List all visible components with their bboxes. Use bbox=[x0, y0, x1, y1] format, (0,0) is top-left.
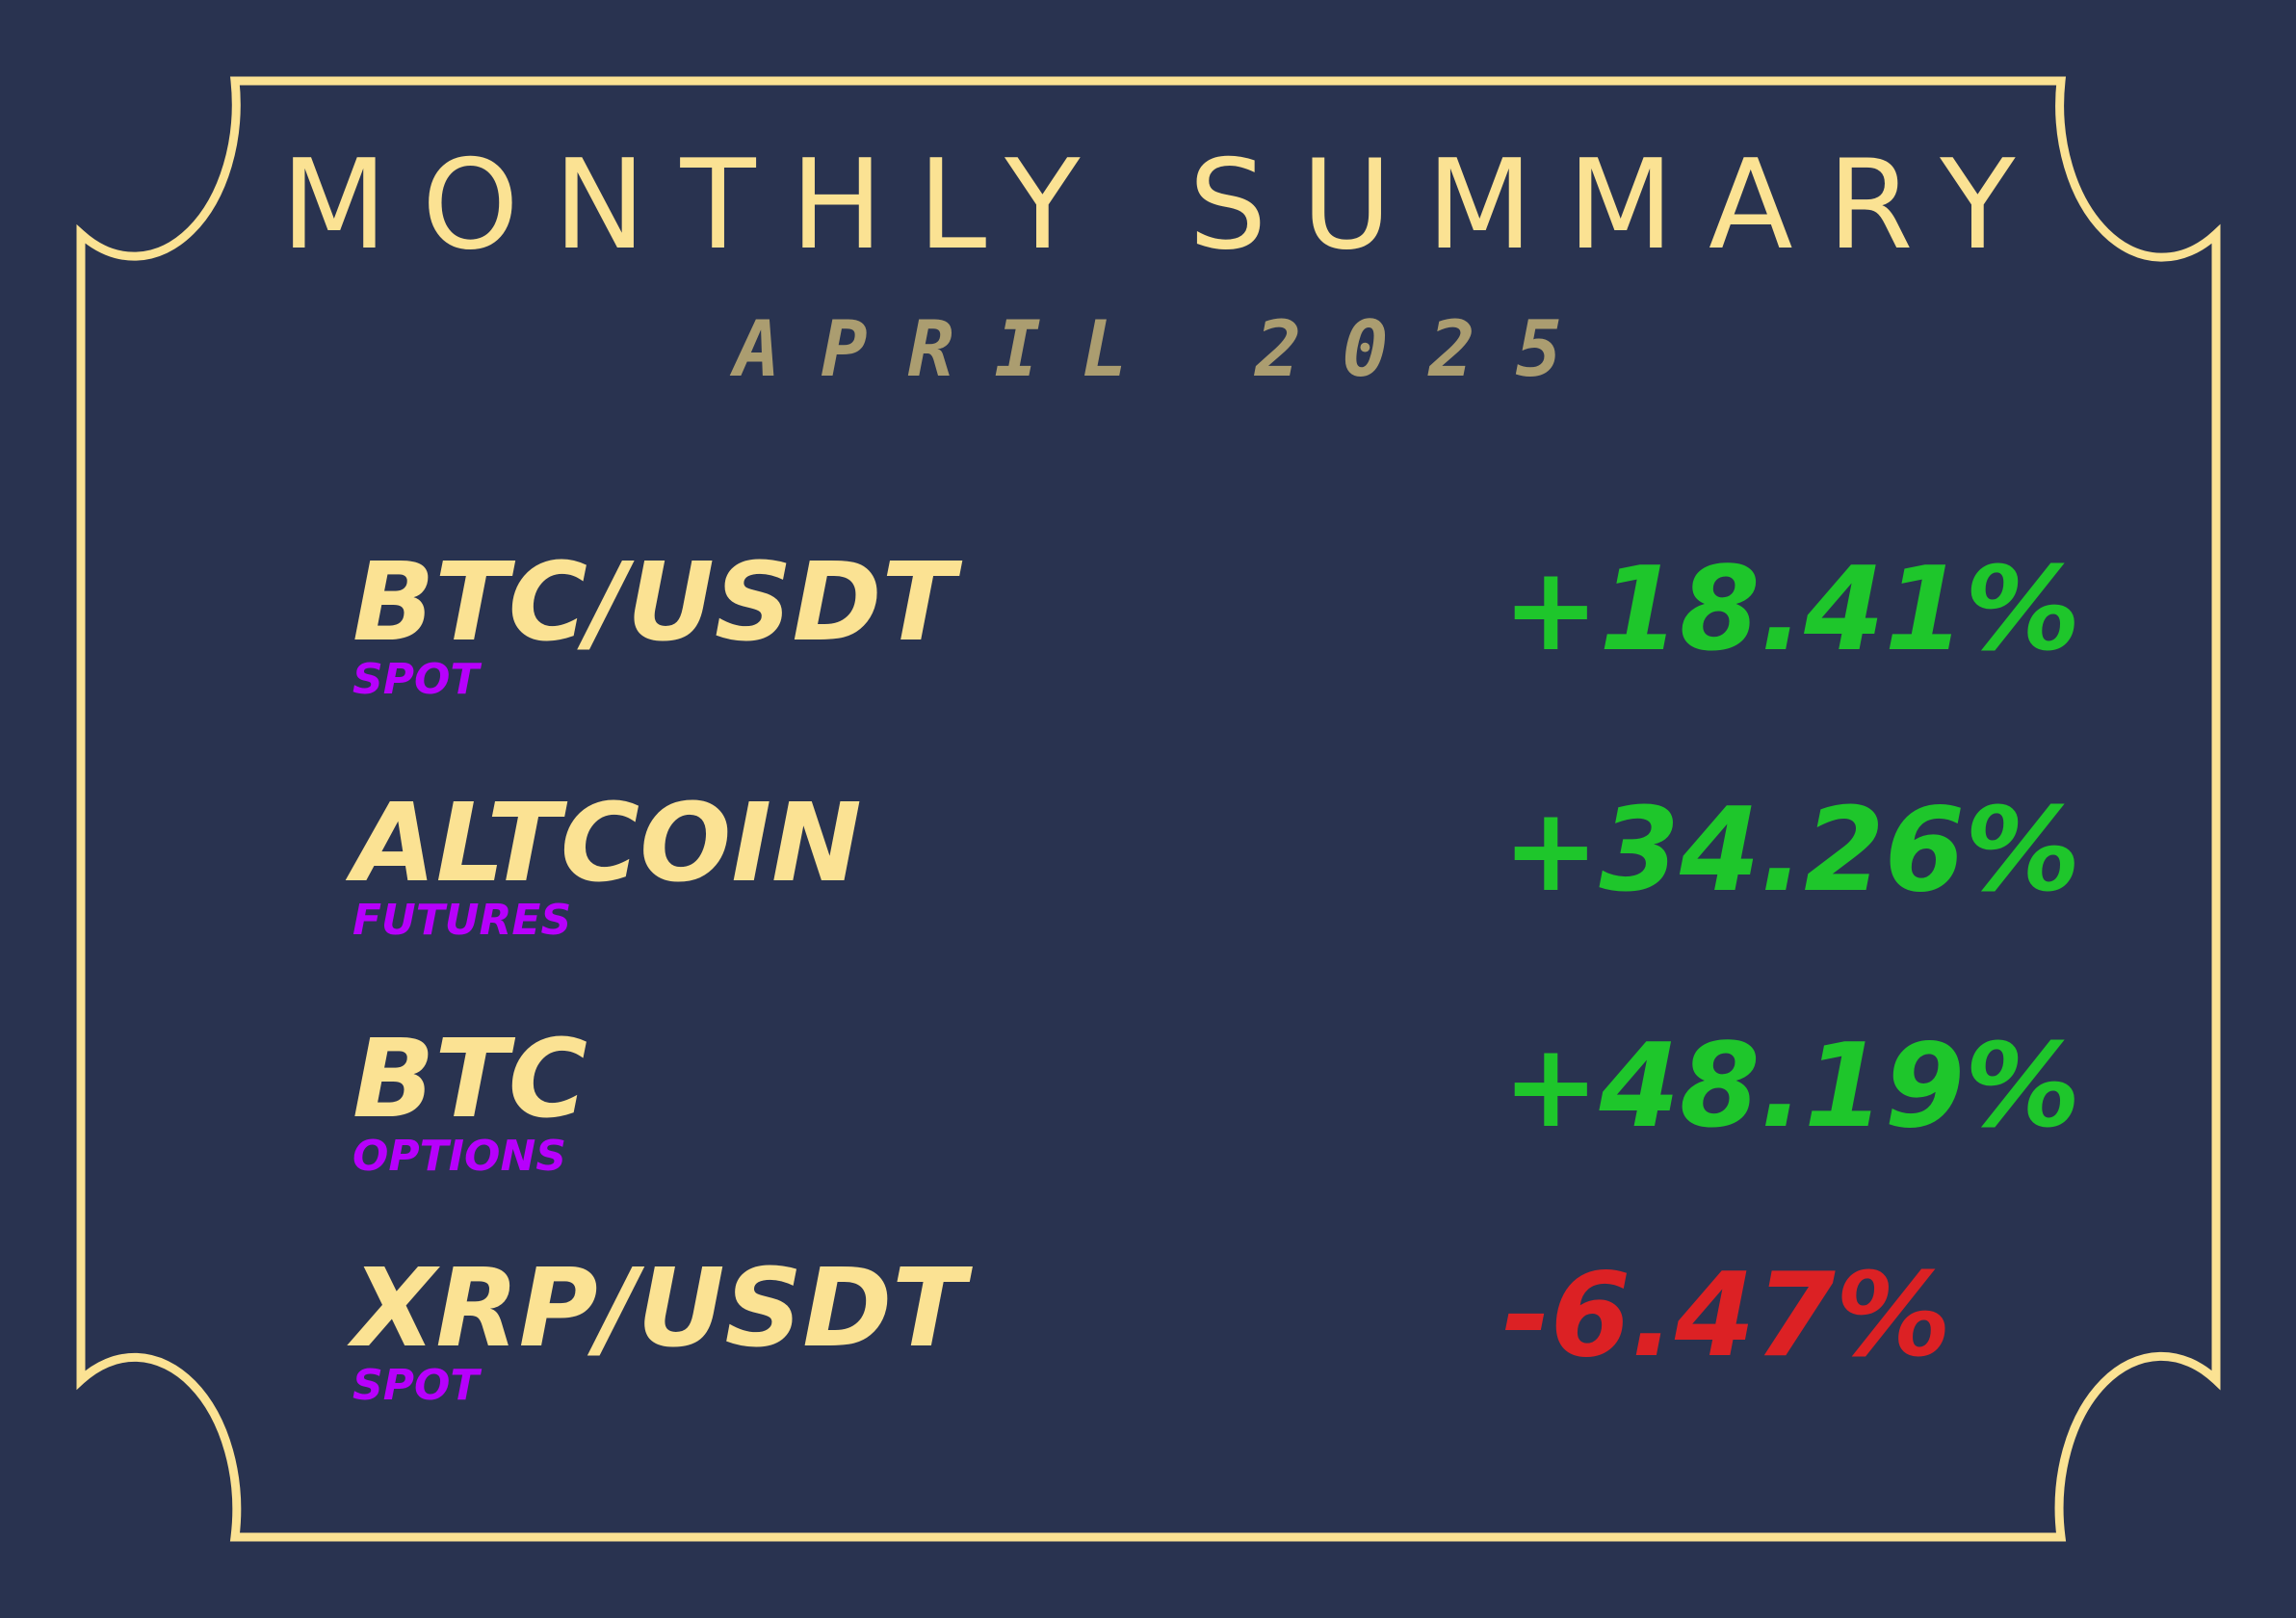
asset-change: +34.26% bbox=[1502, 784, 2081, 918]
asset-name: BTC/USDT bbox=[352, 540, 955, 665]
period-subtitle: APRIL 2025 bbox=[734, 304, 1603, 394]
asset-name: ALTCOIN bbox=[352, 781, 862, 906]
asset-name: XRP/USDT bbox=[352, 1246, 966, 1371]
frame-border bbox=[76, 76, 2221, 1542]
asset-type: SPOT bbox=[352, 1361, 480, 1410]
asset-name: BTC bbox=[352, 1017, 587, 1142]
asset-row: XRP/USDT SPOT -6.47% bbox=[0, 1255, 2296, 1448]
page-title: MONTHLY SUMMARY bbox=[280, 134, 2050, 277]
asset-row: BTC/USDT SPOT +18.41% bbox=[0, 549, 2296, 742]
asset-change: +48.19% bbox=[1502, 1020, 2081, 1154]
asset-type: OPTIONS bbox=[352, 1132, 566, 1181]
asset-row: BTC OPTIONS +48.19% bbox=[0, 1026, 2296, 1218]
asset-change: +18.41% bbox=[1502, 543, 2081, 677]
asset-change: -6.47% bbox=[1502, 1249, 1952, 1383]
asset-type: FUTURES bbox=[352, 896, 572, 945]
asset-row: ALTCOIN FUTURES +34.26% bbox=[0, 790, 2296, 982]
asset-type: SPOT bbox=[352, 655, 480, 704]
